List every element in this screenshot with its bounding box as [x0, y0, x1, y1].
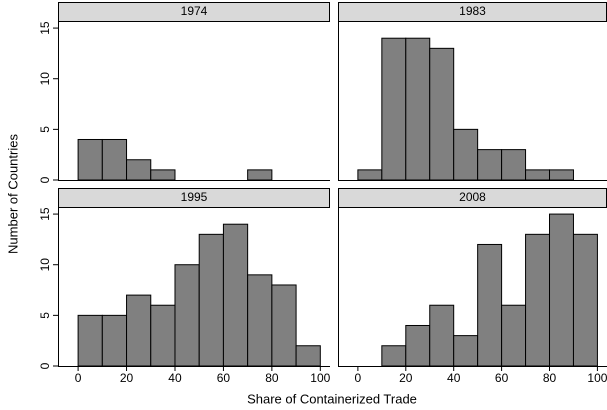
- y-tick-label: 0: [38, 362, 52, 369]
- bar: [247, 274, 273, 367]
- x-tick-label: 80: [265, 371, 279, 385]
- bar: [174, 264, 200, 367]
- x-axis-label: Share of Containerized Trade: [247, 391, 417, 406]
- panel-title: 1974: [181, 4, 208, 18]
- bar: [477, 243, 503, 367]
- bar: [525, 169, 551, 181]
- bar: [150, 304, 176, 367]
- bar: [150, 169, 176, 181]
- bar: [247, 169, 273, 181]
- x-tick-label: 100: [587, 371, 607, 385]
- bar: [477, 149, 503, 181]
- y-tick-label: 5: [38, 126, 52, 133]
- y-tick-label: 15: [38, 207, 52, 221]
- panel-header: [58, 2, 330, 22]
- x-tick-label: 20: [120, 371, 134, 385]
- panel-header: [58, 188, 330, 208]
- y-tick-label: 10: [38, 72, 52, 86]
- bar: [126, 294, 152, 367]
- bar: [429, 304, 455, 367]
- x-tick-label: 40: [447, 371, 461, 385]
- bar: [77, 138, 103, 181]
- bar: [549, 169, 574, 181]
- panel-title: 1995: [181, 190, 208, 204]
- x-tick-label: 100: [310, 371, 330, 385]
- bar: [381, 37, 407, 181]
- y-axis-label: Number of Countries: [5, 134, 20, 254]
- bar: [381, 345, 407, 367]
- x-tick-label: 40: [168, 371, 182, 385]
- y-tick-label: 5: [38, 312, 52, 319]
- x-tick-label: 20: [399, 371, 413, 385]
- x-tick-label: 60: [217, 371, 231, 385]
- bar: [271, 284, 297, 367]
- x-tick-label: 0: [75, 371, 82, 385]
- y-tick-label: 10: [38, 258, 52, 272]
- bar: [572, 233, 598, 367]
- bar: [405, 37, 431, 181]
- x-tick-label: 60: [495, 371, 509, 385]
- y-tick-label: 15: [38, 21, 52, 35]
- bar: [453, 128, 479, 181]
- x-tick-label: 0: [355, 371, 362, 385]
- panel-title: 2008: [459, 190, 486, 204]
- bar: [549, 213, 574, 367]
- bar: [453, 335, 479, 367]
- panel-title: 1983: [459, 4, 486, 18]
- bar: [77, 314, 103, 367]
- bar: [525, 233, 551, 367]
- bar: [501, 304, 527, 367]
- bar: [126, 159, 152, 181]
- bar: [295, 345, 321, 367]
- bar: [101, 138, 128, 181]
- bar: [405, 324, 431, 367]
- bar: [429, 47, 455, 181]
- y-tick-label: 0: [38, 176, 52, 183]
- bar: [222, 223, 249, 367]
- bar: [357, 169, 383, 181]
- bar: [101, 314, 128, 367]
- x-tick-label: 80: [543, 371, 557, 385]
- bar: [501, 149, 527, 181]
- bar: [198, 233, 224, 367]
